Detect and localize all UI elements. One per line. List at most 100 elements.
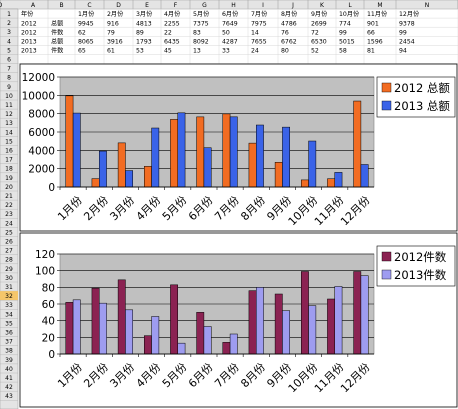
row-header-2: 2: [7, 20, 11, 27]
table-cell: 6435: [164, 39, 180, 46]
bar-series1: [91, 287, 100, 355]
y-tick-label: 40: [42, 316, 55, 328]
table-cell: 13: [193, 48, 201, 55]
row-header-37: 37: [5, 339, 13, 346]
bar-series1: [222, 113, 231, 188]
row-header-22: 22: [5, 202, 13, 209]
y-tick-label: 100: [35, 266, 55, 278]
y-tick-label: 2000: [28, 164, 55, 176]
table-cell: 901: [367, 20, 379, 27]
table-cell: 4813: [136, 20, 152, 27]
column-header-a: A: [31, 2, 36, 9]
bar-series1: [196, 116, 205, 188]
table-cell: 81: [367, 48, 375, 55]
table-cell: 8月份: [281, 10, 298, 18]
bar-series2: [125, 170, 133, 188]
table-cell: 76: [281, 29, 289, 36]
row-header-26: 26: [5, 239, 13, 246]
bar-series2: [360, 275, 369, 355]
amount-chart[interactable]: 0200040006000800010000120001月份2月份3月份4月份5…: [19, 63, 458, 232]
count-chart[interactable]: 0204060801001201月份2月份3月份4月份5月份6月份7月份8月份9…: [19, 232, 458, 408]
table-cell: 3月份: [136, 10, 153, 18]
row-header-19: 19: [5, 175, 13, 182]
bar-series1: [248, 290, 257, 355]
data-table: 年份 1月份 2月份 3月份 4月份 5月份 6月份 7月份 8月份 9月份 10月份 11月份 12月…: [18, 8, 458, 64]
row-header-33: 33: [5, 302, 13, 309]
table-cell: 5015: [339, 39, 355, 46]
column-header-bar: [0, 0, 458, 10]
row-header-14: 14: [5, 129, 13, 136]
table-cell: 61: [107, 48, 115, 55]
table-cell: 2255: [164, 20, 180, 27]
legend-swatch: [381, 100, 392, 111]
bar-series1: [65, 302, 74, 355]
column-header-l: L: [348, 2, 352, 9]
table-cell: 7月份: [251, 10, 268, 18]
y-tick-label: 20: [42, 332, 55, 344]
bar-series1: [353, 100, 362, 188]
bar-series2: [203, 326, 212, 355]
table-cell: 52: [311, 48, 319, 55]
row-header-7: 7: [7, 66, 11, 73]
table-cell: 65: [78, 48, 86, 55]
row-header-29: 29: [5, 266, 13, 273]
bar-series1: [301, 179, 309, 188]
bar-series2: [99, 150, 107, 188]
bar-series2: [229, 116, 238, 188]
table-cell: 9月份: [311, 10, 328, 18]
bar-series1: [117, 279, 126, 355]
bar-series1: [274, 293, 283, 355]
bar-series1: [196, 312, 205, 355]
row-header-35: 35: [5, 320, 13, 327]
bar-series2: [151, 127, 160, 188]
table-cell: 11月份: [367, 10, 388, 18]
table-cell: 7649: [222, 20, 238, 27]
table-cell: 5月份: [193, 10, 210, 18]
bar-series2: [282, 310, 290, 355]
bar-series2: [334, 172, 343, 188]
bar-series1: [65, 95, 74, 188]
y-tick-label: 8000: [28, 109, 55, 121]
legend-swatch: [381, 269, 392, 280]
legend-label: 2012件数: [394, 250, 447, 264]
row-header-20: 20: [5, 184, 13, 191]
table-cell: 9945: [78, 20, 94, 27]
y-tick-label: 80: [42, 282, 55, 294]
bar-series1: [353, 271, 362, 355]
table-cell: 4287: [222, 39, 238, 46]
row-header-24: 24: [5, 220, 13, 227]
column-header-g: G: [202, 2, 207, 9]
table-cell: 4786: [281, 20, 297, 27]
table-cell: 7655: [251, 39, 267, 46]
table-cell: 总额: [51, 38, 64, 46]
row-header-36: 36: [5, 330, 13, 337]
table-cell: 94: [399, 48, 407, 55]
column-header-d: D: [116, 2, 121, 9]
table-cell: 14: [251, 29, 259, 36]
table-cell: 22: [164, 29, 172, 36]
bar-series2: [282, 126, 290, 188]
table-cell: 89: [136, 29, 144, 36]
row-header-12: 12: [5, 111, 13, 118]
table-cell: 2012: [21, 20, 37, 27]
row-header-5: 5: [7, 47, 11, 54]
table-cell: 9378: [399, 20, 415, 27]
legend-swatch: [381, 251, 392, 262]
y-tick-label: 10000: [22, 90, 55, 102]
table-cell: 10月份: [339, 10, 360, 18]
column-header-f: F: [174, 2, 178, 9]
row-header-17: 17: [5, 157, 13, 164]
table-cell: 1793: [136, 39, 152, 46]
row-header-25: 25: [5, 229, 13, 236]
row-header-6: 6: [7, 57, 11, 64]
row-header-40: 40: [5, 366, 13, 373]
table-cell: 8092: [193, 39, 209, 46]
table-cell: 总额: [51, 19, 64, 27]
y-tick-label: 120: [35, 249, 55, 261]
table-cell: 916: [107, 20, 119, 27]
row-header-42: 42: [5, 384, 13, 391]
column-header-j: J: [291, 2, 294, 9]
bar-series1: [248, 142, 257, 188]
